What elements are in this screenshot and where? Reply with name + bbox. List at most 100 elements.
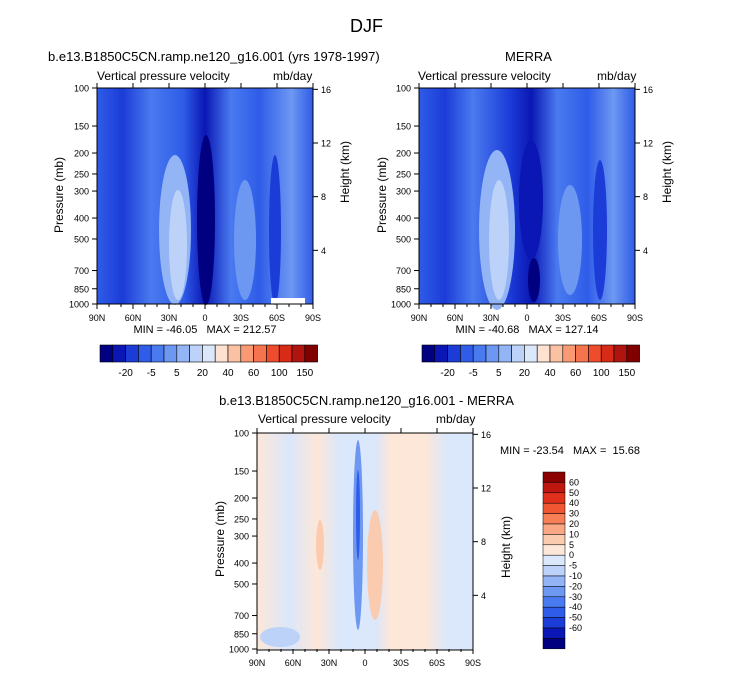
x-tick-label: 90S: [465, 658, 481, 668]
colorbar-box: [542, 544, 566, 556]
y-tick-label: 1000: [69, 300, 89, 310]
colorbar-label: 40: [569, 498, 579, 508]
panel2-ascent-south: [593, 160, 607, 300]
colorbar-label: 20: [519, 368, 531, 379]
colorbar-box: [542, 502, 566, 514]
x-tick-label: 60N: [285, 658, 302, 668]
panel3-positive-north: [316, 520, 324, 570]
colorbar-box: [202, 344, 216, 363]
colorbar-box: [536, 344, 551, 363]
colorbar-label: -60: [569, 623, 582, 633]
panel3-ylabel-right: Height (km): [499, 516, 513, 579]
y-tick-label: 200: [396, 149, 411, 159]
y-tick-label: 500: [234, 579, 249, 589]
colorbar-box: [472, 344, 487, 363]
y-tick-label: 300: [234, 532, 249, 542]
panel2-ascent-core: [528, 258, 540, 302]
panel3-negative-core: [356, 470, 360, 560]
x-tick-label: 90N: [89, 313, 106, 323]
right-tick-label: 16: [643, 85, 653, 95]
panel1-title: b.e13.B1850C5CN.ramp.ne120_g16.001 (yrs …: [48, 49, 380, 64]
panel2-ascent-equator: [519, 140, 543, 260]
y-tick-label: 400: [396, 214, 411, 224]
right-tick-label: 8: [643, 192, 648, 202]
colorbar-label: 10: [569, 529, 579, 539]
colorbar-label: 30: [569, 509, 579, 519]
colorbar-box: [542, 534, 566, 546]
colorbar-label: -20: [569, 581, 582, 591]
y-tick-label: 1000: [229, 645, 249, 655]
colorbar-label: 40: [222, 368, 234, 379]
x-tick-label: 0: [362, 658, 367, 668]
colorbar-label: 60: [569, 477, 579, 487]
x-tick-label: 30S: [555, 313, 571, 323]
panel1-ascent-equator: [197, 135, 215, 305]
colorbar-box: [524, 344, 538, 363]
y-tick-label: 100: [396, 84, 411, 94]
y-tick-label: 100: [234, 429, 249, 439]
y-tick-label: 100: [74, 84, 89, 94]
colorbar-label: 5: [496, 368, 502, 379]
x-tick-label: 60N: [125, 313, 142, 323]
y-tick-label: 850: [234, 629, 249, 639]
right-tick-label: 12: [321, 139, 331, 149]
panel3-field: [257, 433, 473, 650]
colorbar-box: [125, 344, 139, 363]
colorbar-label: -40: [569, 602, 582, 612]
colorbar-box: [253, 344, 267, 363]
panel1-colorbar: -20 -5 5 20 40 60 100 150: [99, 344, 318, 379]
x-tick-label: 30N: [161, 313, 178, 323]
colorbar-box: [421, 344, 436, 363]
panel3-ylabel: Pressure (mb): [213, 501, 227, 578]
panel2-stats: MIN = -40.68 MAX = 127.14: [455, 324, 599, 336]
panel2-subsidence-north-core: [489, 180, 509, 300]
colorbar-box: [613, 344, 628, 363]
colorbar-box: [112, 344, 126, 363]
colorbar-box: [542, 596, 566, 608]
x-tick-label: 90N: [411, 313, 428, 323]
colorbar-box: [240, 344, 254, 363]
colorbar-label: -30: [569, 592, 582, 602]
panel1-subsidence-north-core: [169, 190, 187, 300]
y-tick-label: 500: [74, 234, 89, 244]
x-tick-label: 60S: [591, 313, 607, 323]
colorbar-box: [542, 575, 566, 587]
panel2-plot: 100 150 200 250 300 400 500 700 850 1000 90N 60N 30…: [391, 83, 653, 323]
colorbar-box: [150, 344, 165, 363]
colorbar-label: 150: [618, 368, 635, 379]
colorbar-box: [304, 344, 318, 363]
colorbar-label: 100: [271, 368, 288, 379]
colorbar-box: [542, 617, 566, 629]
colorbar-box: [278, 344, 293, 363]
figure-title: DJF: [350, 16, 383, 36]
colorbar-label: 150: [296, 368, 313, 379]
y-tick-label: 250: [74, 169, 89, 179]
y-tick-label: 250: [234, 514, 249, 524]
colorbar-box: [291, 344, 306, 363]
colorbar-label: 5: [569, 540, 574, 550]
x-tick-label: 60N: [447, 313, 464, 323]
panel3-subtitle-right: mb/day: [436, 412, 476, 426]
colorbar-box: [542, 523, 566, 535]
colorbar-label: -5: [147, 368, 156, 379]
colorbar-label: -20: [440, 368, 455, 379]
x-tick-label: 90N: [249, 658, 266, 668]
colorbar-box: [227, 344, 242, 363]
panel3-near-surface-north: [260, 627, 300, 647]
panel1-stats: MIN = -46.05 MAX = 212.57: [133, 324, 277, 336]
x-tick-label: 30S: [233, 313, 249, 323]
colorbar-box: [163, 344, 178, 363]
colorbar-box: [626, 344, 640, 363]
panel1-ascent-south: [269, 155, 281, 305]
right-tick-label: 16: [321, 85, 331, 95]
colorbar-box: [498, 344, 512, 363]
panel3-plot: 100 150 200 250 300 400 500 700 850 1000 90N 60N 30…: [229, 428, 491, 668]
colorbar-box: [189, 344, 203, 363]
y-tick-label: 700: [396, 266, 411, 276]
colorbar-box: [542, 606, 566, 618]
colorbar-box: [434, 344, 448, 363]
colorbar-box: [575, 344, 589, 363]
colorbar-label: -10: [569, 571, 582, 581]
y-tick-label: 400: [234, 559, 249, 569]
y-tick-label: 400: [74, 214, 89, 224]
